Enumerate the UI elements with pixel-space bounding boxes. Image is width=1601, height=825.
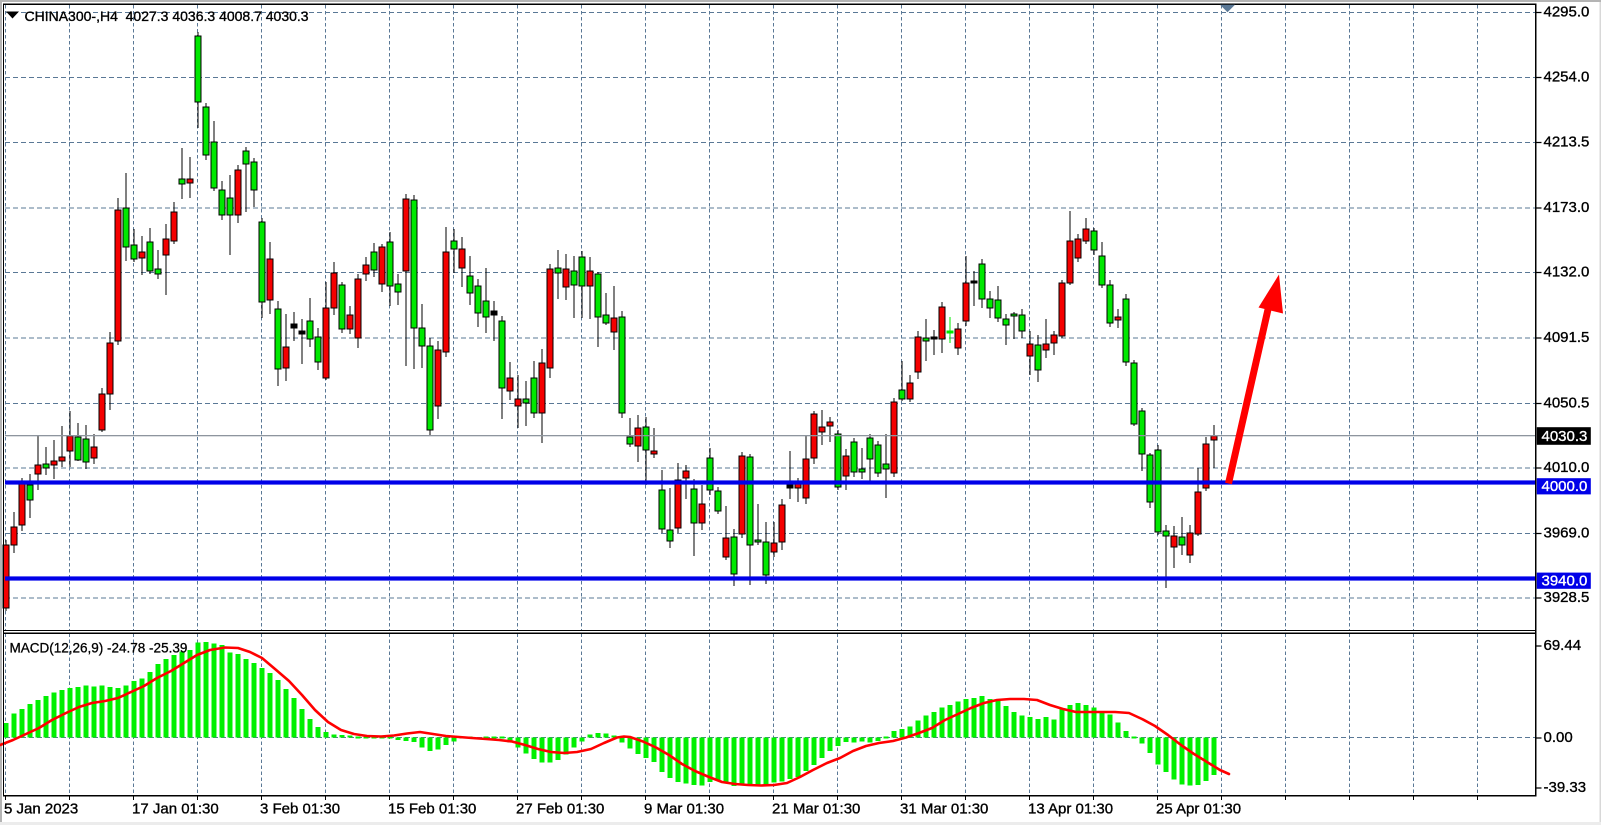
svg-text:0.00: 0.00	[1544, 729, 1573, 746]
svg-text:4173.0: 4173.0	[1544, 199, 1590, 216]
svg-text:69.44: 69.44	[1544, 637, 1582, 654]
svg-text:5 Jan 2023: 5 Jan 2023	[4, 801, 78, 818]
svg-text:MACD(12,26,9) -24.78 -25.39: MACD(12,26,9) -24.78 -25.39	[10, 641, 188, 656]
svg-text:4091.5: 4091.5	[1544, 329, 1590, 346]
svg-text:21 Mar 01:30: 21 Mar 01:30	[772, 801, 860, 818]
svg-text:3940.0: 3940.0	[1542, 573, 1588, 590]
svg-text:3928.5: 3928.5	[1544, 589, 1590, 606]
svg-text:CHINA300-,H4 4027.3 4036.3 40: CHINA300-,H4 4027.3 4036.3 4008.7 4030.3	[25, 8, 309, 24]
svg-text:4030.3: 4030.3	[1542, 428, 1588, 445]
svg-text:-39.33: -39.33	[1544, 779, 1587, 796]
svg-text:3969.0: 3969.0	[1544, 525, 1590, 542]
svg-text:4254.0: 4254.0	[1544, 69, 1590, 86]
svg-text:15 Feb 01:30: 15 Feb 01:30	[388, 801, 476, 818]
svg-text:4000.0: 4000.0	[1542, 478, 1588, 495]
svg-text:17 Jan 01:30: 17 Jan 01:30	[132, 801, 219, 818]
svg-text:13 Apr 01:30: 13 Apr 01:30	[1028, 801, 1113, 818]
svg-text:4295.0: 4295.0	[1544, 4, 1590, 21]
svg-text:25 Apr 01:30: 25 Apr 01:30	[1156, 801, 1241, 818]
svg-text:4010.0: 4010.0	[1544, 459, 1590, 476]
svg-text:27 Feb 01:30: 27 Feb 01:30	[516, 801, 604, 818]
svg-text:4050.5: 4050.5	[1544, 395, 1590, 412]
svg-text:4213.5: 4213.5	[1544, 134, 1590, 151]
svg-text:3 Feb 01:30: 3 Feb 01:30	[260, 801, 340, 818]
svg-text:4132.0: 4132.0	[1544, 264, 1590, 281]
svg-text:31 Mar 01:30: 31 Mar 01:30	[900, 801, 988, 818]
svg-text:9 Mar 01:30: 9 Mar 01:30	[644, 801, 724, 818]
